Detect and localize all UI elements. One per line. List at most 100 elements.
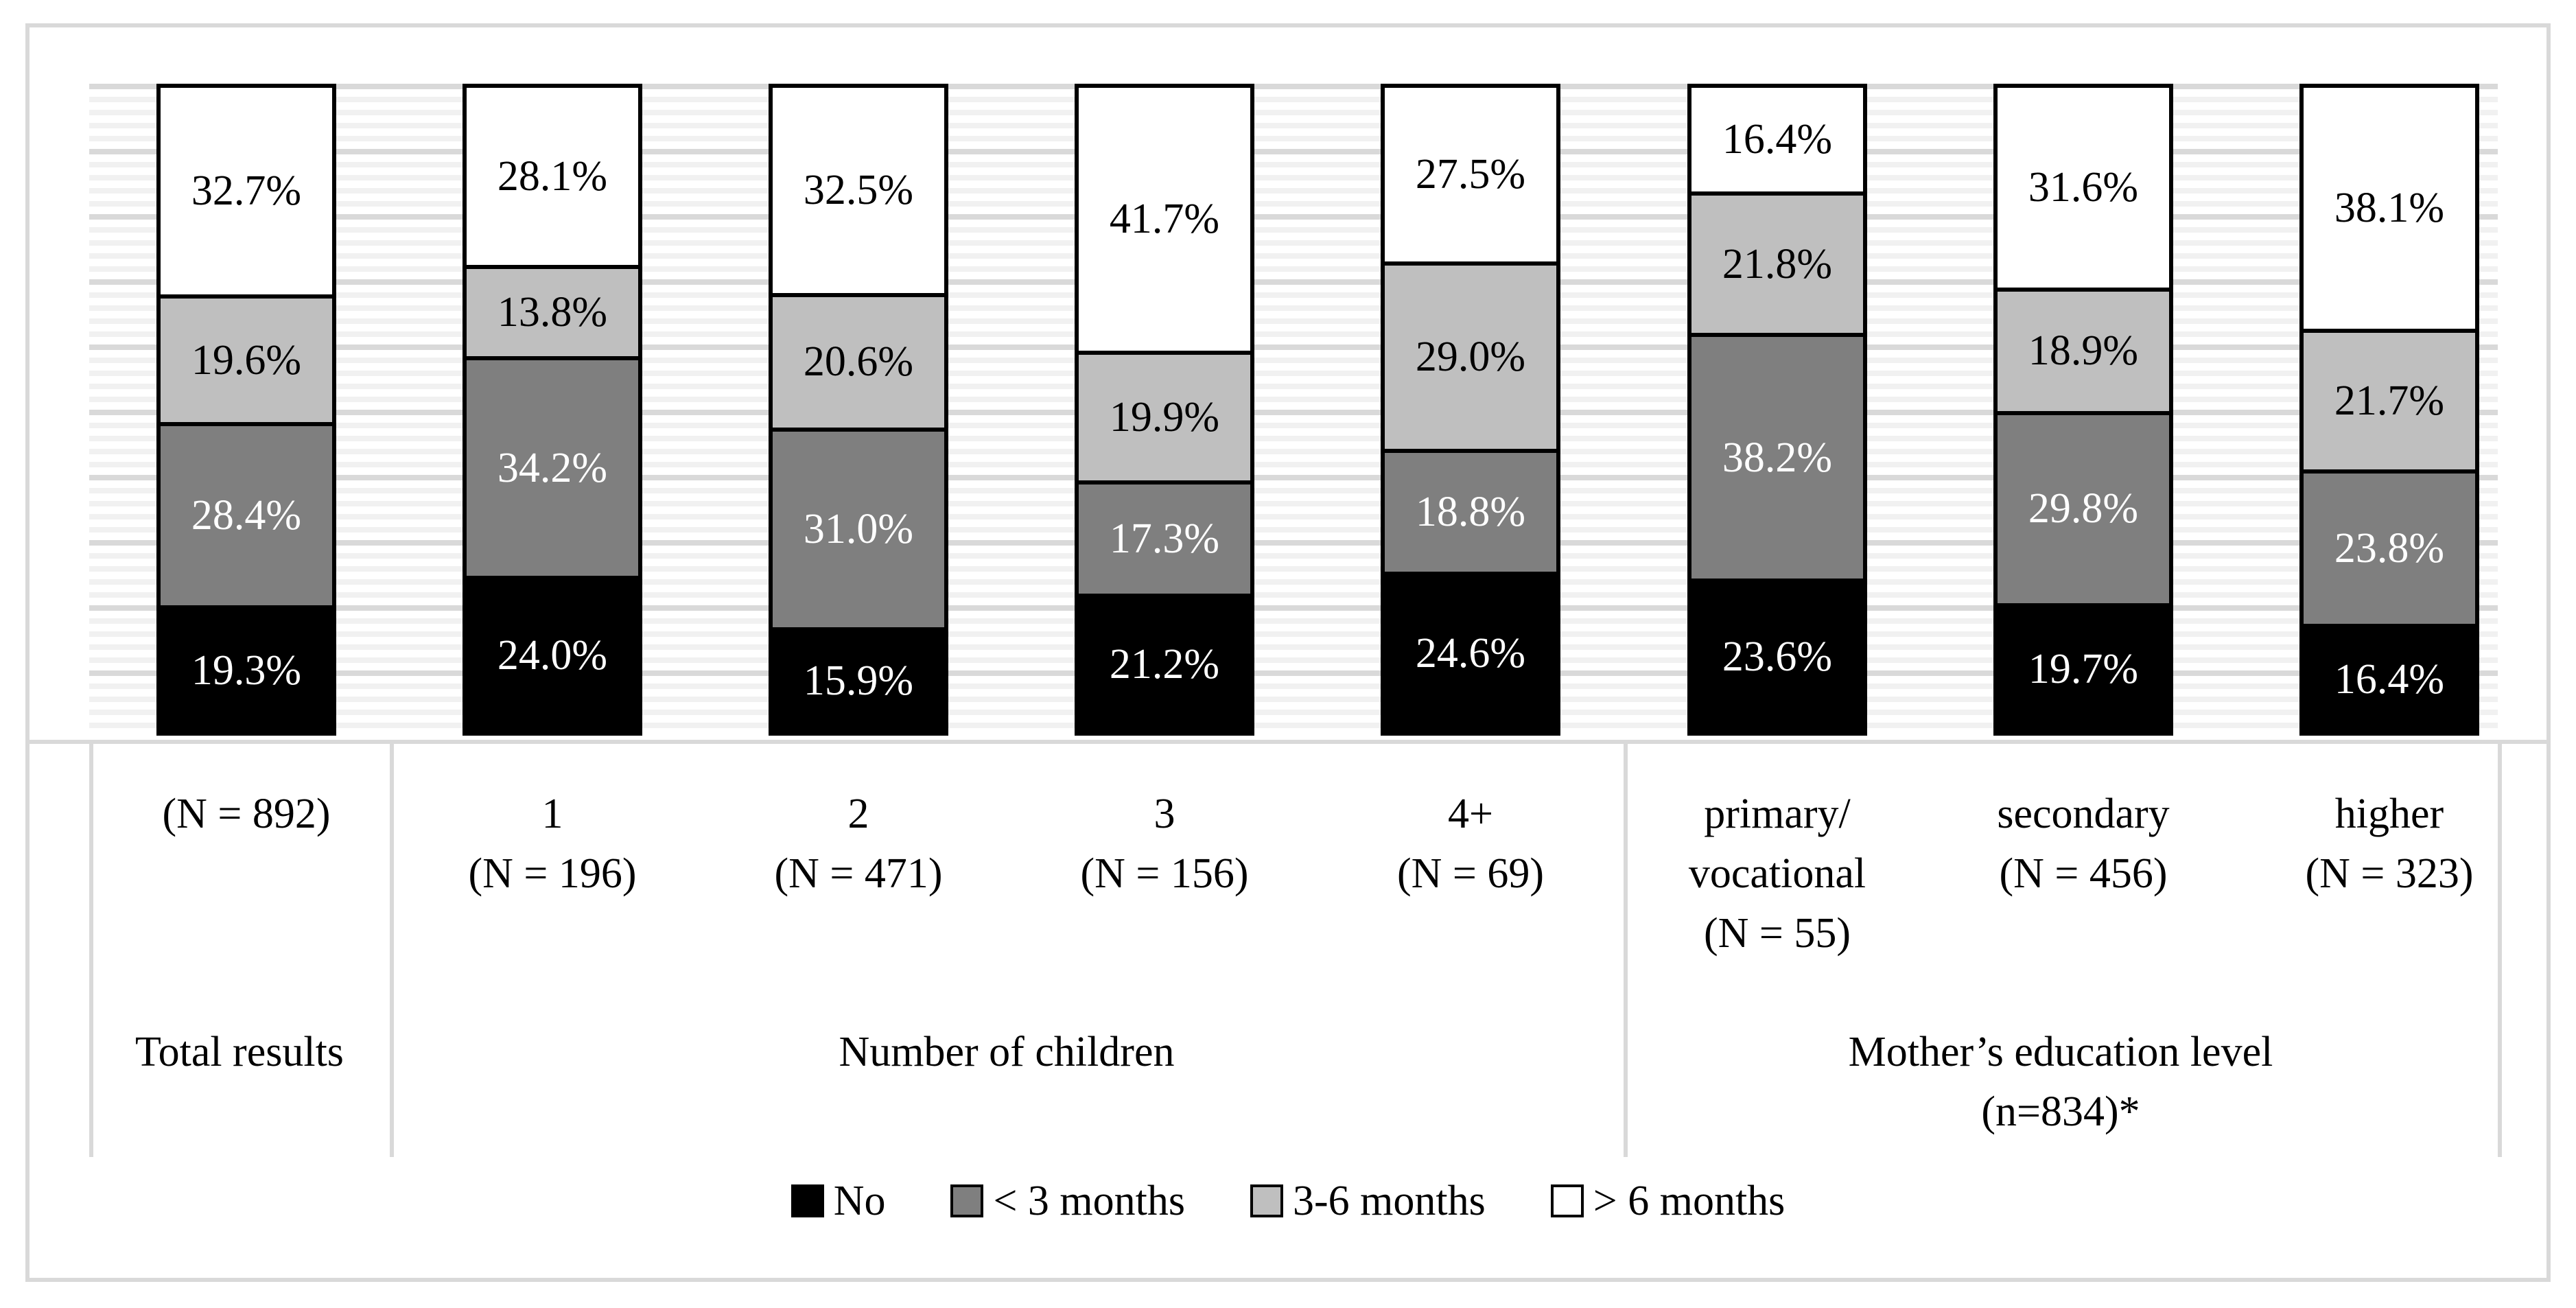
axis-tick-line: vocational (1688, 850, 1866, 897)
axis-tick-label: 1 (N = 196) (399, 784, 706, 904)
segment-value-label: 27.5% (1415, 151, 1526, 198)
axis-tick-label: (N = 892) (93, 784, 400, 844)
group-label-line: (n=834)* (1981, 1088, 2140, 1135)
bar-segment: 31.0% (771, 429, 946, 629)
axis-tick-line: (N = 471) (774, 850, 943, 897)
segment-value-label: 38.2% (1722, 434, 1833, 481)
segment-value-label: 20.6% (803, 338, 914, 386)
axis-tick-line: 4+ (1448, 791, 1493, 837)
bar-segment: 28.1% (465, 86, 640, 268)
axis-tick-line: primary/ (1704, 791, 1851, 837)
bar-segment: 19.7% (1995, 605, 2171, 734)
axis-tick-line: 2 (847, 791, 869, 837)
axis-tick-label: 4+ (N = 69) (1317, 784, 1624, 904)
legend-label: 3-6 months (1293, 1177, 1486, 1224)
group-label-1: Total results (89, 1023, 390, 1082)
segment-value-label: 28.4% (191, 492, 302, 539)
stacked-bar-6: 16.4% 21.8% 38.2% 23.6% (1687, 84, 1867, 736)
segment-value-label: 21.2% (1109, 641, 1220, 688)
axis-divider-3 (1624, 740, 1628, 1157)
segment-value-label: 16.4% (2334, 656, 2445, 703)
bar-segment: 13.8% (465, 267, 640, 359)
bar-segment: 29.8% (1995, 412, 2171, 605)
axis-tick-label: 2 (N = 471) (705, 784, 1012, 904)
bar-segment: 19.6% (159, 296, 334, 425)
axis-divider-4 (2498, 740, 2502, 1157)
bar-segment: 24.6% (1383, 574, 1558, 734)
axis-tick-line: (N = 69) (1396, 850, 1545, 897)
segment-value-label: 19.6% (191, 336, 302, 384)
segment-value-label: 16.4% (1722, 115, 1833, 163)
bar-segment: 21.7% (2302, 330, 2477, 472)
stacked-bar-5: 27.5% 29.0% 18.8% 24.6% (1381, 84, 1560, 736)
group-label-line: Mother’s education level (1848, 1029, 2273, 1075)
group-label-line: Total results (135, 1029, 344, 1075)
legend-swatch-icon (1250, 1184, 1284, 1217)
bar-segment: 21.2% (1077, 596, 1252, 734)
segment-value-label: 29.0% (1415, 334, 1526, 381)
segment-value-label: 24.6% (1415, 630, 1526, 677)
bar-segment: 20.6% (771, 295, 946, 430)
segment-value-label: 19.9% (1109, 394, 1220, 441)
segment-value-label: 23.8% (2334, 525, 2445, 572)
stacked-bar-2: 28.1% 13.8% 34.2% 24.0% (462, 84, 642, 736)
legend-item: > 6 months (1550, 1177, 1785, 1226)
bar-segment: 32.5% (771, 86, 946, 295)
group-label-line: Number of children (839, 1029, 1175, 1075)
stacked-bar-7: 31.6% 18.9% 29.8% 19.7% (1993, 84, 2173, 736)
segment-value-label: 21.8% (1722, 240, 1833, 288)
legend-item: 3-6 months (1250, 1177, 1486, 1226)
bar-segment: 16.4% (2302, 626, 2477, 734)
axis-tick-line: higher (2334, 791, 2444, 837)
stacked-bar-8: 38.1% 21.7% 23.8% 16.4% (2299, 84, 2479, 736)
bar-segment: 24.0% (465, 578, 640, 734)
group-label-2: Number of children (390, 1023, 1624, 1082)
bar-segment: 18.9% (1995, 289, 2171, 413)
legend-label: No (833, 1177, 886, 1224)
segment-value-label: 31.6% (2028, 163, 2139, 211)
stacked-bar-1: 32.7% 19.6% 28.4% 19.3% (156, 84, 336, 736)
axis-tick-line: (N = 892) (162, 791, 331, 837)
segment-value-label: 38.1% (2334, 184, 2445, 231)
bar-segment: 18.8% (1383, 451, 1558, 574)
legend-label: < 3 months (993, 1177, 1186, 1224)
axis-tick-line: (N = 456) (1999, 850, 2168, 897)
axis-tick-line: (N = 323) (2305, 850, 2474, 897)
stacked-bar-4: 41.7% 19.9% 17.3% 21.2% (1075, 84, 1254, 736)
segment-value-label: 41.7% (1109, 196, 1220, 243)
axis-divider-1 (89, 740, 93, 1157)
legend-item: < 3 months (950, 1177, 1185, 1226)
bar-segment: 38.1% (2302, 86, 2477, 331)
bar-segment: 19.3% (159, 607, 334, 734)
legend-swatch-icon (1550, 1184, 1584, 1217)
bar-segment: 31.6% (1995, 86, 2171, 290)
bar-segment: 16.4% (1689, 86, 1865, 194)
stacked-bar-3: 32.5% 20.6% 31.0% 15.9% (769, 84, 948, 736)
axis-tick-line: (N = 55) (1703, 910, 1851, 957)
bar-segment: 15.9% (771, 629, 946, 734)
segment-value-label: 29.8% (2028, 485, 2139, 533)
axis-tick-line: secondary (1997, 791, 2170, 837)
bar-segment: 29.0% (1383, 264, 1558, 452)
segment-value-label: 18.9% (2028, 327, 2139, 375)
axis-tick-label: 3 (N = 156) (1011, 784, 1318, 904)
legend-item: No (791, 1177, 886, 1226)
segment-value-label: 17.3% (1109, 515, 1220, 563)
axis-tick-line: 3 (1154, 791, 1175, 837)
axis-divider-2 (390, 740, 394, 1157)
segment-value-label: 21.7% (2334, 377, 2445, 424)
segment-value-label: 32.7% (191, 167, 302, 214)
bar-segment: 17.3% (1077, 482, 1252, 596)
segment-value-label: 19.7% (2028, 645, 2139, 692)
axis-tick-line: (N = 196) (468, 850, 637, 897)
bar-segment: 27.5% (1383, 86, 1558, 264)
axis-tick-label: higher (N = 323) (2236, 784, 2543, 904)
axis-tick-line: (N = 156) (1080, 850, 1249, 897)
segment-value-label: 31.0% (803, 505, 914, 552)
legend: No < 3 months 3-6 months > 6 months (0, 1175, 2576, 1227)
bar-segment: 21.8% (1689, 193, 1865, 336)
segment-value-label: 28.1% (497, 152, 608, 200)
segment-value-label: 23.6% (1722, 633, 1833, 680)
segment-value-label: 18.8% (1415, 489, 1526, 536)
